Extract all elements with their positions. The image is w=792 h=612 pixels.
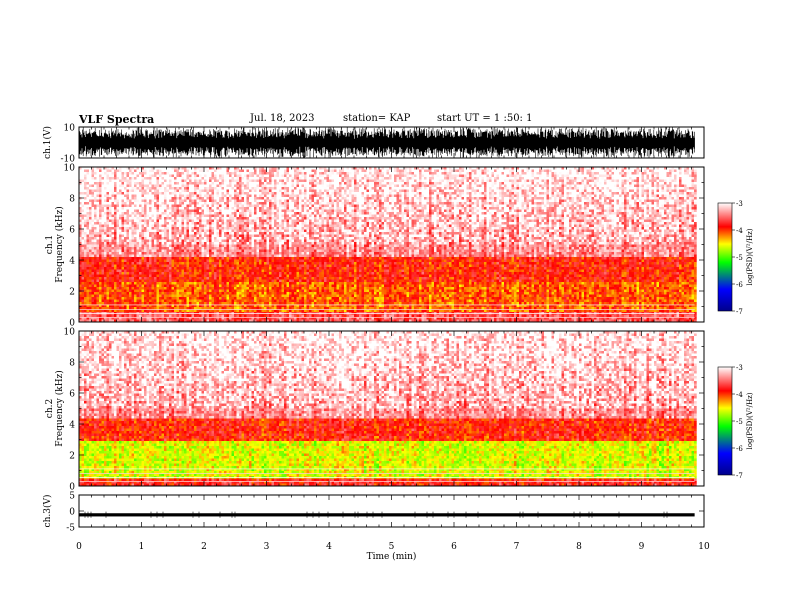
ch1-waveform-trace: [79, 127, 695, 158]
ch2-spectrogram-colorbar-tick-label: -5: [736, 418, 743, 426]
ch1-spectrogram-ytick-label: 4: [69, 257, 75, 267]
ch1-waveform-ylabel: ch.1(V): [42, 126, 53, 159]
x-tick-label: 1: [139, 542, 145, 552]
ch1-spectrogram-colorbar-tick-label: -6: [736, 281, 743, 289]
ch2-spectrogram-ytick-label: 8: [69, 359, 75, 369]
ch1-spectrogram-ytick-label: 2: [69, 288, 75, 298]
ch1-spectrogram-colorbar: [718, 203, 732, 311]
ch1-spectrogram-colorbar-tick-label: -7: [736, 308, 743, 316]
x-tick-label: 6: [451, 542, 457, 552]
ch3-waveform-ytick-label: 0: [69, 508, 75, 518]
ch2-spectrogram-ytick-label: 10: [64, 328, 76, 338]
ch3-waveform-ylabel: ch.3(V): [42, 495, 53, 528]
plot-area: 10-10ch.1(V)0246810ch.1 Frequency (kHz)-3…: [0, 0, 792, 612]
ch1-spectrogram-colorbar-tick-label: -5: [736, 254, 743, 262]
ch2-spectrogram-colorbar-tick-label: -7: [736, 472, 743, 480]
ch2-spectrogram-ylabel: Frequency (kHz): [54, 370, 65, 447]
x-tick-label: 5: [389, 542, 395, 552]
ch1-spectrogram-ylabel-channel: ch.1: [45, 235, 55, 254]
ch1-spectrogram-ytick-label: 10: [64, 164, 76, 174]
ch1-spectrogram-colorbar-label: log(PSD)(V²/Hz): [746, 228, 754, 285]
ch2-spectrogram-colorbar-label: log(PSD)(V²/Hz): [746, 392, 754, 449]
ch2-spectrogram-cells: [79, 331, 697, 486]
ch2-spectrogram-colorbar-tick-label: -3: [736, 364, 743, 372]
ch1-spectrogram-colorbar-tick-label: -3: [736, 200, 743, 208]
ch1-spectrogram-cells: [79, 167, 697, 322]
x-axis-label: Time (min): [367, 551, 417, 562]
x-tick-label: 4: [326, 542, 332, 552]
ch3-waveform-band: [79, 513, 695, 516]
x-tick-label: 10: [698, 542, 710, 552]
vlf-spectra-figure: VLF Spectra Jul. 18, 2023 station= KAP s…: [0, 0, 792, 612]
ch2-spectrogram-colorbar-tick-label: -6: [736, 445, 743, 453]
ch2-spectrogram-ytick-label: 6: [69, 390, 75, 400]
x-tick-label: 9: [639, 542, 645, 552]
x-tick-label: 3: [264, 542, 270, 552]
ch2-spectrogram-colorbar: [718, 367, 732, 475]
ch3-waveform-ytick-label: 5: [69, 492, 75, 502]
ch1-waveform-ytick-label: 10: [64, 124, 76, 134]
ch1-spectrogram-ytick-label: 8: [69, 195, 75, 205]
x-tick-label: 0: [76, 542, 82, 552]
ch2-spectrogram-ytick-label: 4: [69, 421, 75, 431]
ch2-spectrogram-colorbar-tick-label: -4: [736, 391, 743, 399]
x-tick-label: 7: [514, 542, 520, 552]
x-tick-label: 8: [576, 542, 582, 552]
ch1-spectrogram-ylabel: Frequency (kHz): [54, 206, 65, 283]
x-tick-label: 2: [201, 542, 207, 552]
ch3-waveform-ytick-label: -5: [66, 524, 75, 534]
ch2-spectrogram-ylabel-channel: ch.2: [45, 399, 55, 418]
ch1-spectrogram-ytick-label: 6: [69, 226, 75, 236]
ch1-spectrogram-colorbar-tick-label: -4: [736, 227, 743, 235]
ch2-spectrogram-ytick-label: 2: [69, 452, 75, 462]
